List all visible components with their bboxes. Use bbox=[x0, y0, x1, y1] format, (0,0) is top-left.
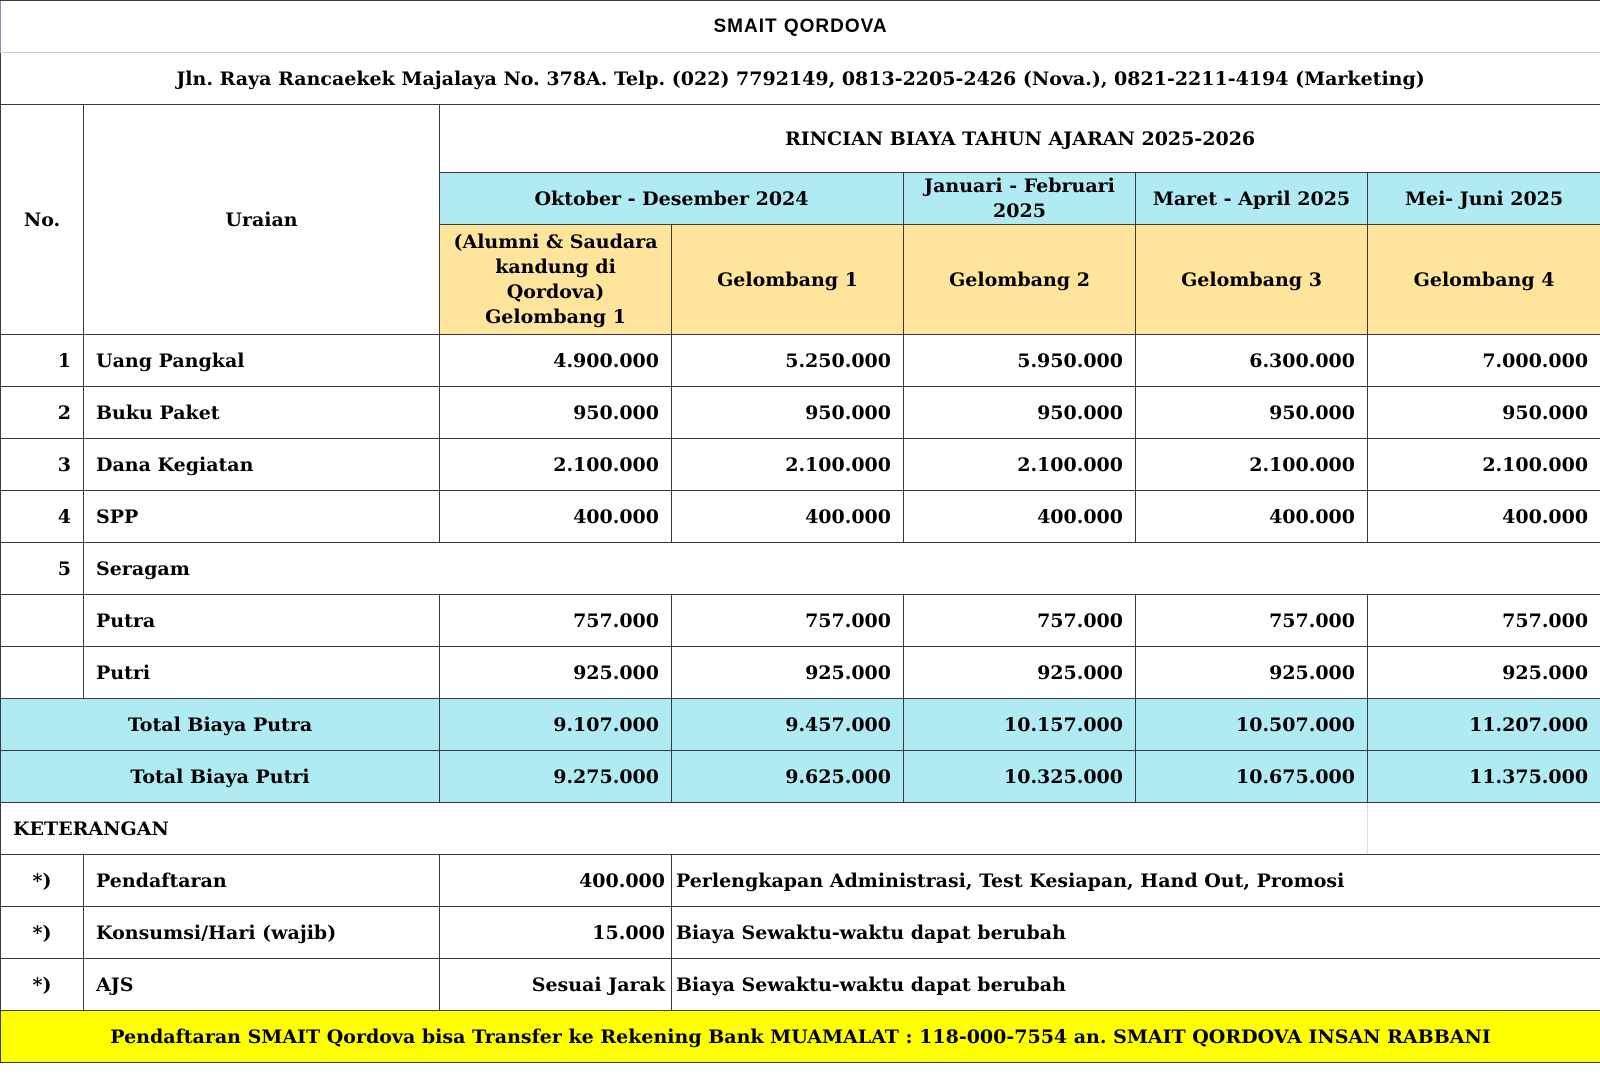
note-description: Biaya Sewaktu-waktu dapat berubah bbox=[670, 958, 1600, 1011]
total-row: Total Biaya Putra 9.107.000 9.457.000 10… bbox=[0, 698, 1600, 751]
row-number: 3 bbox=[0, 438, 84, 491]
fee-cell: 925.000 bbox=[1366, 646, 1600, 699]
fee-cell: 2.100.000 bbox=[1135, 438, 1368, 491]
fee-cell: 925.000 bbox=[903, 646, 1136, 699]
note-row: *) Konsumsi/Hari (wajib) 15.000 Biaya Se… bbox=[0, 906, 1600, 959]
note-description: Perlengkapan Administrasi, Test Kesiapan… bbox=[670, 854, 1600, 907]
fee-cell: 2.100.000 bbox=[903, 438, 1136, 491]
note-value: 15.000 bbox=[439, 906, 672, 959]
fee-cell: 6.300.000 bbox=[1135, 334, 1368, 387]
fee-cell: 7.000.000 bbox=[1366, 334, 1600, 387]
row-label: Uang Pangkal bbox=[83, 334, 440, 387]
wave-header: Gelombang 2 bbox=[903, 224, 1136, 335]
table-row: 4 SPP 400.000 400.000 400.000 400.000 40… bbox=[0, 490, 1600, 543]
period-header: Mei- Juni 2025 bbox=[1366, 172, 1600, 225]
wave-header: (Alumni & Saudara kandung di Qordova) Ge… bbox=[439, 224, 672, 335]
fee-cell: 5.250.000 bbox=[671, 334, 904, 387]
table-row: 5 Seragam bbox=[0, 542, 1600, 595]
total-cell: 9.107.000 bbox=[439, 698, 672, 751]
fee-cell: 950.000 bbox=[439, 386, 672, 439]
table-row: 3 Dana Kegiatan 2.100.000 2.100.000 2.10… bbox=[0, 438, 1600, 491]
total-cell: 9.625.000 bbox=[671, 750, 904, 803]
note-label: Pendaftaran bbox=[83, 854, 440, 907]
row-number-empty bbox=[0, 594, 84, 647]
row-number-empty bbox=[0, 646, 84, 699]
table-row: 1 Uang Pangkal 4.900.000 5.250.000 5.950… bbox=[0, 334, 1600, 387]
note-mark: *) bbox=[0, 854, 84, 907]
total-cell: 10.675.000 bbox=[1135, 750, 1368, 803]
fee-cell: 400.000 bbox=[439, 490, 672, 543]
fee-cell: 400.000 bbox=[903, 490, 1136, 543]
wave-header: Gelombang 4 bbox=[1366, 224, 1600, 335]
total-cell: 9.457.000 bbox=[671, 698, 904, 751]
note-mark: *) bbox=[0, 906, 84, 959]
fee-cell: 5.950.000 bbox=[903, 334, 1136, 387]
bank-transfer-note: Pendaftaran SMAIT Qordova bisa Transfer … bbox=[0, 1010, 1600, 1063]
fee-cell: 400.000 bbox=[671, 490, 904, 543]
total-row: Total Biaya Putri 9.275.000 9.625.000 10… bbox=[0, 750, 1600, 803]
row-label: Buku Paket bbox=[83, 386, 440, 439]
fee-cell: 757.000 bbox=[439, 594, 672, 647]
notes-heading-empty bbox=[1366, 802, 1600, 855]
fee-cell: 950.000 bbox=[671, 386, 904, 439]
period-header: Oktober - Desember 2024 bbox=[439, 172, 904, 225]
note-value: 400.000 bbox=[439, 854, 672, 907]
table-row: Putra 757.000 757.000 757.000 757.000 75… bbox=[0, 594, 1600, 647]
period-header: Maret - April 2025 bbox=[1135, 172, 1368, 225]
table-row: Putri 925.000 925.000 925.000 925.000 92… bbox=[0, 646, 1600, 699]
total-cell: 10.325.000 bbox=[903, 750, 1136, 803]
period-header: Januari - Februari 2025 bbox=[903, 172, 1136, 225]
fee-cell: 2.100.000 bbox=[439, 438, 672, 491]
fee-cell: 4.900.000 bbox=[439, 334, 672, 387]
note-row: *) AJS Sesuai Jarak Biaya Sewaktu-waktu … bbox=[0, 958, 1600, 1011]
fee-cell: 757.000 bbox=[1366, 594, 1600, 647]
fee-cell: 950.000 bbox=[1135, 386, 1368, 439]
row-label: Dana Kegiatan bbox=[83, 438, 440, 491]
total-label: Total Biaya Putra bbox=[0, 698, 440, 751]
note-label: AJS bbox=[83, 958, 440, 1011]
fee-cell: 400.000 bbox=[1135, 490, 1368, 543]
total-cell: 9.275.000 bbox=[439, 750, 672, 803]
fee-cell: 925.000 bbox=[1135, 646, 1368, 699]
column-header-uraian: Uraian bbox=[83, 104, 440, 335]
fee-cell: 950.000 bbox=[903, 386, 1136, 439]
row-number: 1 bbox=[0, 334, 84, 387]
fee-cell: 757.000 bbox=[671, 594, 904, 647]
note-description: Biaya Sewaktu-waktu dapat berubah bbox=[670, 906, 1600, 959]
column-header-no: No. bbox=[0, 104, 84, 335]
fee-cell: 2.100.000 bbox=[671, 438, 904, 491]
row-label: SPP bbox=[83, 490, 440, 543]
wave-header: Gelombang 3 bbox=[1135, 224, 1368, 335]
notes-heading: KETERANGAN bbox=[0, 802, 1368, 855]
section-title: RINCIAN BIAYA TAHUN AJARAN 2025-2026 bbox=[438, 104, 1600, 173]
total-cell: 10.507.000 bbox=[1135, 698, 1368, 751]
fee-cell: 925.000 bbox=[671, 646, 904, 699]
fee-cell: 757.000 bbox=[903, 594, 1136, 647]
total-cell: 11.207.000 bbox=[1366, 698, 1600, 751]
total-label: Total Biaya Putri bbox=[0, 750, 440, 803]
fee-cell: 2.100.000 bbox=[1366, 438, 1600, 491]
notes-heading-row: KETERANGAN bbox=[0, 802, 1600, 855]
note-row: *) Pendaftaran 400.000 Perlengkapan Admi… bbox=[0, 854, 1600, 907]
page-title: SMAIT QORDOVA bbox=[0, 0, 1600, 53]
fee-cell: 925.000 bbox=[439, 646, 672, 699]
note-label: Konsumsi/Hari (wajib) bbox=[83, 906, 440, 959]
note-value: Sesuai Jarak bbox=[439, 958, 672, 1011]
row-number: 5 bbox=[0, 542, 84, 595]
fee-cell: 400.000 bbox=[1366, 490, 1600, 543]
school-address: Jln. Raya Rancaekek Majalaya No. 378A. T… bbox=[0, 52, 1600, 105]
table-row: 2 Buku Paket 950.000 950.000 950.000 950… bbox=[0, 386, 1600, 439]
row-label: Putri bbox=[83, 646, 440, 699]
fee-cell: 950.000 bbox=[1366, 386, 1600, 439]
note-mark: *) bbox=[0, 958, 84, 1011]
total-cell: 10.157.000 bbox=[903, 698, 1136, 751]
row-label: Putra bbox=[83, 594, 440, 647]
row-number: 2 bbox=[0, 386, 84, 439]
row-label: Seragam bbox=[82, 542, 1600, 595]
fee-cell: 757.000 bbox=[1135, 594, 1368, 647]
row-number: 4 bbox=[0, 490, 84, 543]
wave-header: Gelombang 1 bbox=[671, 224, 904, 335]
total-cell: 11.375.000 bbox=[1366, 750, 1600, 803]
